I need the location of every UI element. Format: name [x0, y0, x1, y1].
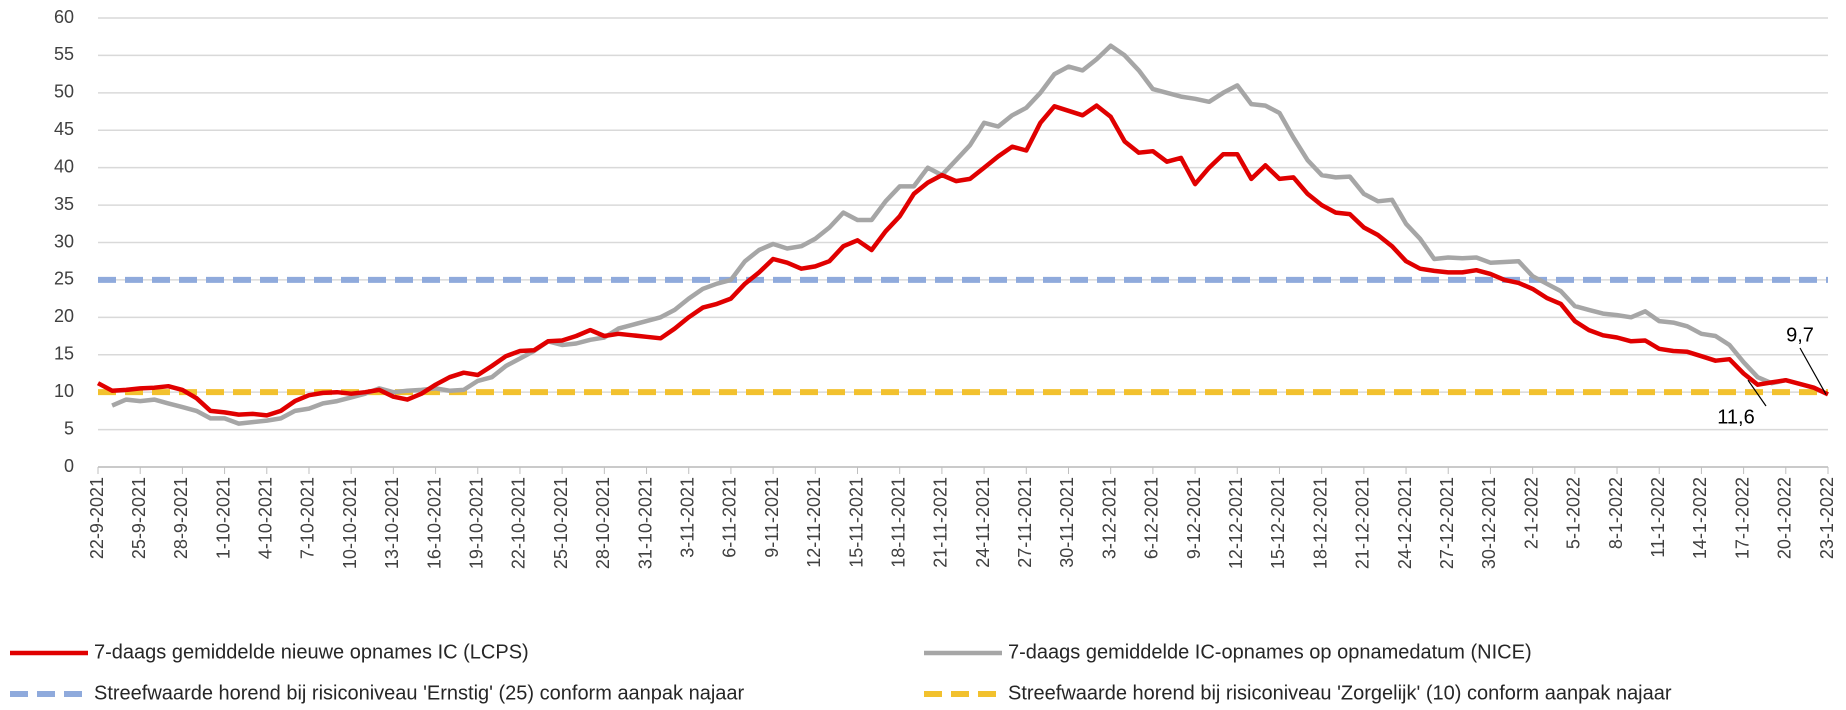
- y-tick-label: 35: [54, 194, 74, 214]
- x-tick-label: 22-9-2021: [87, 477, 107, 559]
- x-tick-label: 31-10-2021: [635, 477, 655, 569]
- x-tick-label: 21-11-2021: [931, 477, 951, 568]
- x-tick-label: 2-1-2022: [1521, 477, 1541, 549]
- series-line: [111, 43, 1787, 426]
- y-tick-label: 20: [54, 306, 74, 326]
- x-tick-label: 12-12-2021: [1226, 477, 1246, 569]
- annotation-leader: [1799, 347, 1827, 395]
- x-tick-label: 27-12-2021: [1437, 477, 1457, 569]
- x-tick-label: 4-10-2021: [256, 477, 276, 559]
- series-line: [96, 103, 1829, 418]
- x-tick-label: 22-10-2021: [509, 477, 529, 569]
- x-tick-label: 17-1-2022: [1732, 477, 1752, 559]
- x-tick-label: 23-1-2022: [1817, 477, 1837, 559]
- y-tick-label: 45: [54, 119, 74, 139]
- x-tick-label: 20-1-2022: [1775, 477, 1795, 559]
- x-tick-label: 3-11-2021: [677, 477, 697, 558]
- legend-label: 7-daags gemiddelde nieuwe opnames IC (LC…: [94, 641, 529, 663]
- legend-label: Streefwaarde horend bij risiconiveau 'Er…: [94, 682, 745, 704]
- annotation: 11,6: [1717, 406, 1754, 428]
- x-tick-label: 5-1-2022: [1564, 477, 1584, 549]
- x-tick-label: 27-11-2021: [1015, 477, 1035, 568]
- x-tick-label: 12-11-2021: [804, 477, 824, 568]
- x-tick-label: 11-1-2022: [1648, 477, 1668, 558]
- x-tick-label: 14-1-2022: [1690, 477, 1710, 559]
- legend-label: 7-daags gemiddelde IC-opnames op opnamed…: [1008, 641, 1532, 663]
- x-tick-label: 19-10-2021: [467, 477, 487, 569]
- x-tick-label: 18-12-2021: [1310, 477, 1330, 569]
- y-tick-label: 0: [64, 456, 74, 476]
- x-tick-label: 25-9-2021: [129, 477, 149, 559]
- x-tick-label: 8-1-2022: [1606, 477, 1626, 549]
- x-tick-label: 7-10-2021: [298, 477, 318, 559]
- x-tick-label: 6-12-2021: [1142, 477, 1162, 559]
- x-tick-label: 30-11-2021: [1057, 477, 1077, 568]
- x-tick-label: 9-11-2021: [762, 477, 782, 558]
- x-tick-label: 30-12-2021: [1479, 477, 1499, 569]
- x-tick-label: 1-10-2021: [213, 477, 233, 559]
- x-tick-label: 25-10-2021: [551, 477, 571, 569]
- legend-label: Streefwaarde horend bij risiconiveau 'Zo…: [1008, 682, 1672, 704]
- x-tick-label: 15-12-2021: [1268, 477, 1288, 569]
- x-tick-label: 6-11-2021: [720, 477, 740, 558]
- y-tick-label: 5: [64, 418, 74, 438]
- y-tick-label: 15: [54, 344, 74, 364]
- x-tick-label: 28-9-2021: [171, 477, 191, 559]
- x-tick-label: 16-10-2021: [424, 477, 444, 569]
- y-tick-label: 50: [54, 82, 74, 102]
- y-tick-label: 25: [54, 269, 74, 289]
- y-tick-label: 60: [54, 7, 74, 27]
- x-tick-label: 13-10-2021: [382, 477, 402, 569]
- annotation: 9,7: [1786, 324, 1814, 346]
- x-tick-label: 18-11-2021: [888, 477, 908, 568]
- x-tick-label: 10-10-2021: [340, 477, 360, 569]
- x-tick-label: 24-11-2021: [973, 477, 993, 568]
- y-tick-label: 10: [54, 381, 74, 401]
- x-tick-label: 28-10-2021: [593, 477, 613, 569]
- annotation-leader: [1747, 379, 1767, 407]
- x-tick-label: 24-12-2021: [1395, 477, 1415, 569]
- x-tick-label: 9-12-2021: [1184, 477, 1204, 559]
- y-tick-label: 40: [54, 156, 74, 176]
- y-tick-label: 30: [54, 231, 74, 251]
- x-tick-label: 15-11-2021: [846, 477, 866, 568]
- x-tick-label: 3-12-2021: [1099, 477, 1119, 559]
- x-tick-label: 21-12-2021: [1353, 477, 1373, 569]
- y-tick-label: 55: [54, 44, 74, 64]
